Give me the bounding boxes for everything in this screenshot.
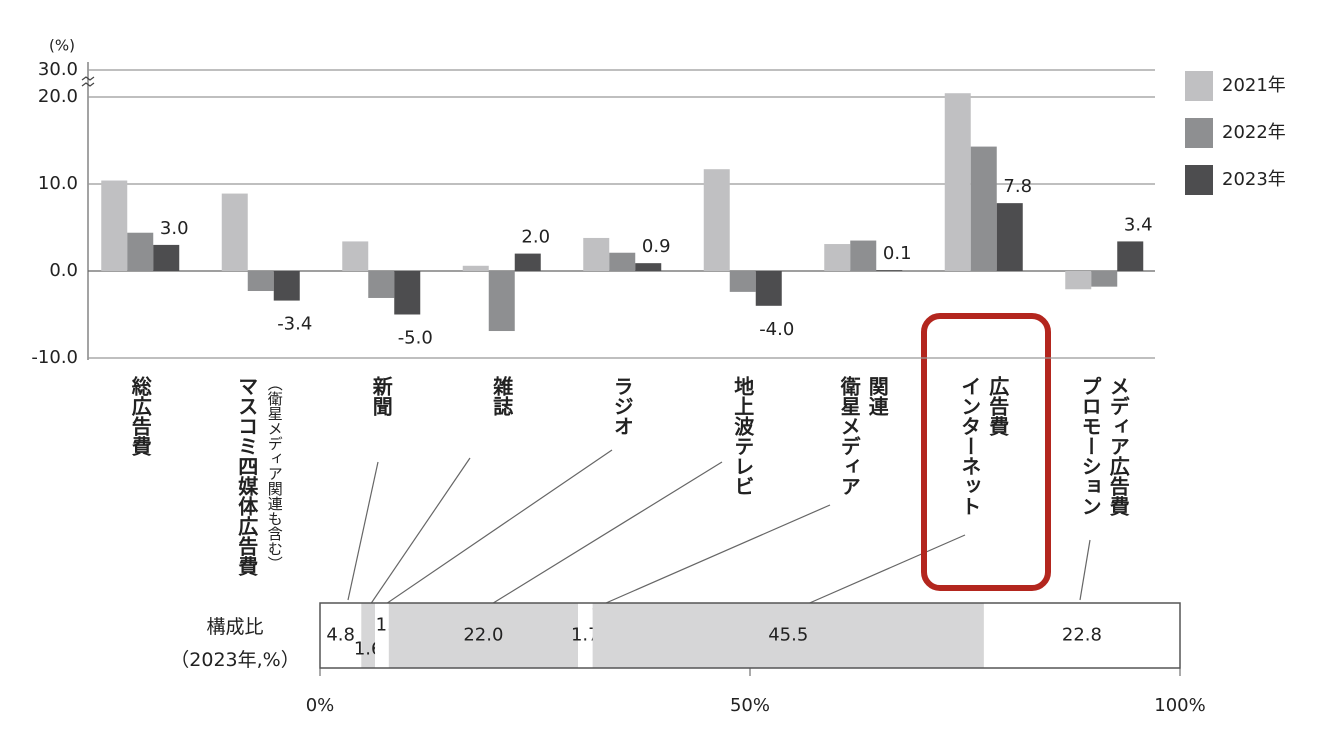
bar: [996, 203, 1023, 271]
value-label: 7.8: [1003, 176, 1032, 197]
y-unit: (%): [49, 37, 75, 55]
segment: [578, 603, 593, 668]
x-tick-label-line: メディア広告費: [1106, 376, 1131, 516]
x-tick-label-line: （衛星メディア関連も含む）: [265, 376, 284, 571]
bar: [101, 180, 128, 271]
legend-label: 2021年: [1222, 75, 1286, 96]
segment: [592, 603, 984, 668]
bar: [462, 265, 489, 271]
x-tick-label: 地上波テレビ: [729, 376, 757, 496]
segment: [320, 603, 362, 668]
bar: [394, 271, 421, 315]
row-label: 構成比: [206, 616, 264, 638]
value-label: 2.0: [521, 227, 550, 248]
bar: [876, 270, 903, 271]
bar: [583, 237, 610, 271]
bar: [850, 240, 877, 271]
x-tick-label: 広告費 インターネット: [956, 376, 1012, 516]
legend-swatch: [1185, 118, 1213, 148]
legend-swatch: [1185, 71, 1213, 101]
x-tick-label: 雑誌: [488, 376, 516, 416]
segment-label: 45.5: [768, 625, 808, 646]
segment-label: 1.7: [571, 625, 600, 646]
bar: [703, 169, 730, 271]
y-tick-label: 10.0: [38, 173, 78, 194]
bar: [127, 232, 154, 271]
segment: [375, 603, 389, 668]
x-tick-label-line: 雑誌: [489, 376, 514, 416]
x-tick-label-line: 地上波テレビ: [730, 376, 755, 496]
bar: [1091, 271, 1118, 287]
leader-lines: [347, 449, 1091, 611]
x-tick-label: （衛星メディア関連も含む） マスコミ四媒体広告費: [233, 376, 289, 576]
y-tick-label: 20.0: [38, 86, 78, 107]
bar: [247, 271, 274, 292]
value-label: 0.1: [883, 243, 912, 264]
bar: [273, 271, 300, 301]
bar: [153, 244, 180, 271]
x-tick-label: 100%: [1154, 695, 1205, 716]
bar: [944, 93, 971, 271]
x-tick-label: ラジオ: [608, 376, 636, 436]
x-tick-label-line: マスコミ四媒体広告費: [234, 376, 259, 576]
bar: [1117, 241, 1144, 271]
bar: [824, 244, 851, 271]
segment: [983, 603, 1180, 668]
x-tick-label-line: プロモーション: [1078, 376, 1103, 516]
x-tick-label-line: 総広告費: [128, 376, 153, 456]
axis-break: [81, 76, 95, 87]
x-tick-label-line: 衛星メディア: [837, 376, 862, 496]
value-label: 0.9: [642, 236, 671, 257]
x-tick-label: メディア広告費 プロモーション: [1076, 376, 1132, 516]
value-label: 3.4: [1124, 214, 1153, 235]
legend-swatch: [1185, 165, 1213, 195]
x-tick-label: 総広告費: [126, 376, 154, 456]
x-tick-label-line: 広告費: [985, 376, 1010, 436]
value-label: -4.0: [759, 319, 794, 340]
value-label: -5.0: [398, 328, 433, 349]
bar: [514, 253, 541, 271]
bar: [609, 252, 636, 271]
bar: [755, 271, 782, 306]
x-tick-label: 50%: [730, 695, 770, 716]
y-tick-label: 30.0: [38, 59, 78, 80]
bar: [1065, 271, 1092, 290]
y-tick-label: -10.0: [31, 347, 78, 368]
segment: [361, 603, 376, 668]
bar: [970, 146, 997, 271]
bar: [635, 263, 662, 271]
legend-label: 2022年: [1222, 122, 1286, 143]
segment: [388, 603, 578, 668]
bar: [729, 271, 756, 292]
bar: [342, 241, 369, 271]
x-tick-label-line: 新聞: [369, 376, 394, 416]
legend-label: 2023年: [1222, 169, 1286, 190]
bar: [488, 271, 515, 332]
x-tick-label: 0%: [306, 695, 335, 716]
bar: [368, 271, 395, 298]
value-label: 3.0: [160, 218, 189, 239]
bar: [221, 193, 248, 271]
segment-label: 4.8: [326, 625, 355, 646]
y-tick-label: 0.0: [49, 260, 78, 281]
x-tick-label-line: ラジオ: [610, 376, 635, 436]
value-label: -3.4: [277, 314, 312, 335]
row-label: （2023年,%）: [170, 649, 300, 671]
x-tick-label-line: インターネット: [957, 376, 982, 516]
x-tick-label-line: 関連: [865, 376, 890, 416]
highlight-box: [921, 313, 1051, 591]
x-tick-label: 関連 衛星メディア: [835, 376, 891, 496]
segment-label: 22.8: [1062, 625, 1102, 646]
x-tick-label: 新聞: [367, 376, 395, 416]
segment-label: 22.0: [463, 625, 503, 646]
